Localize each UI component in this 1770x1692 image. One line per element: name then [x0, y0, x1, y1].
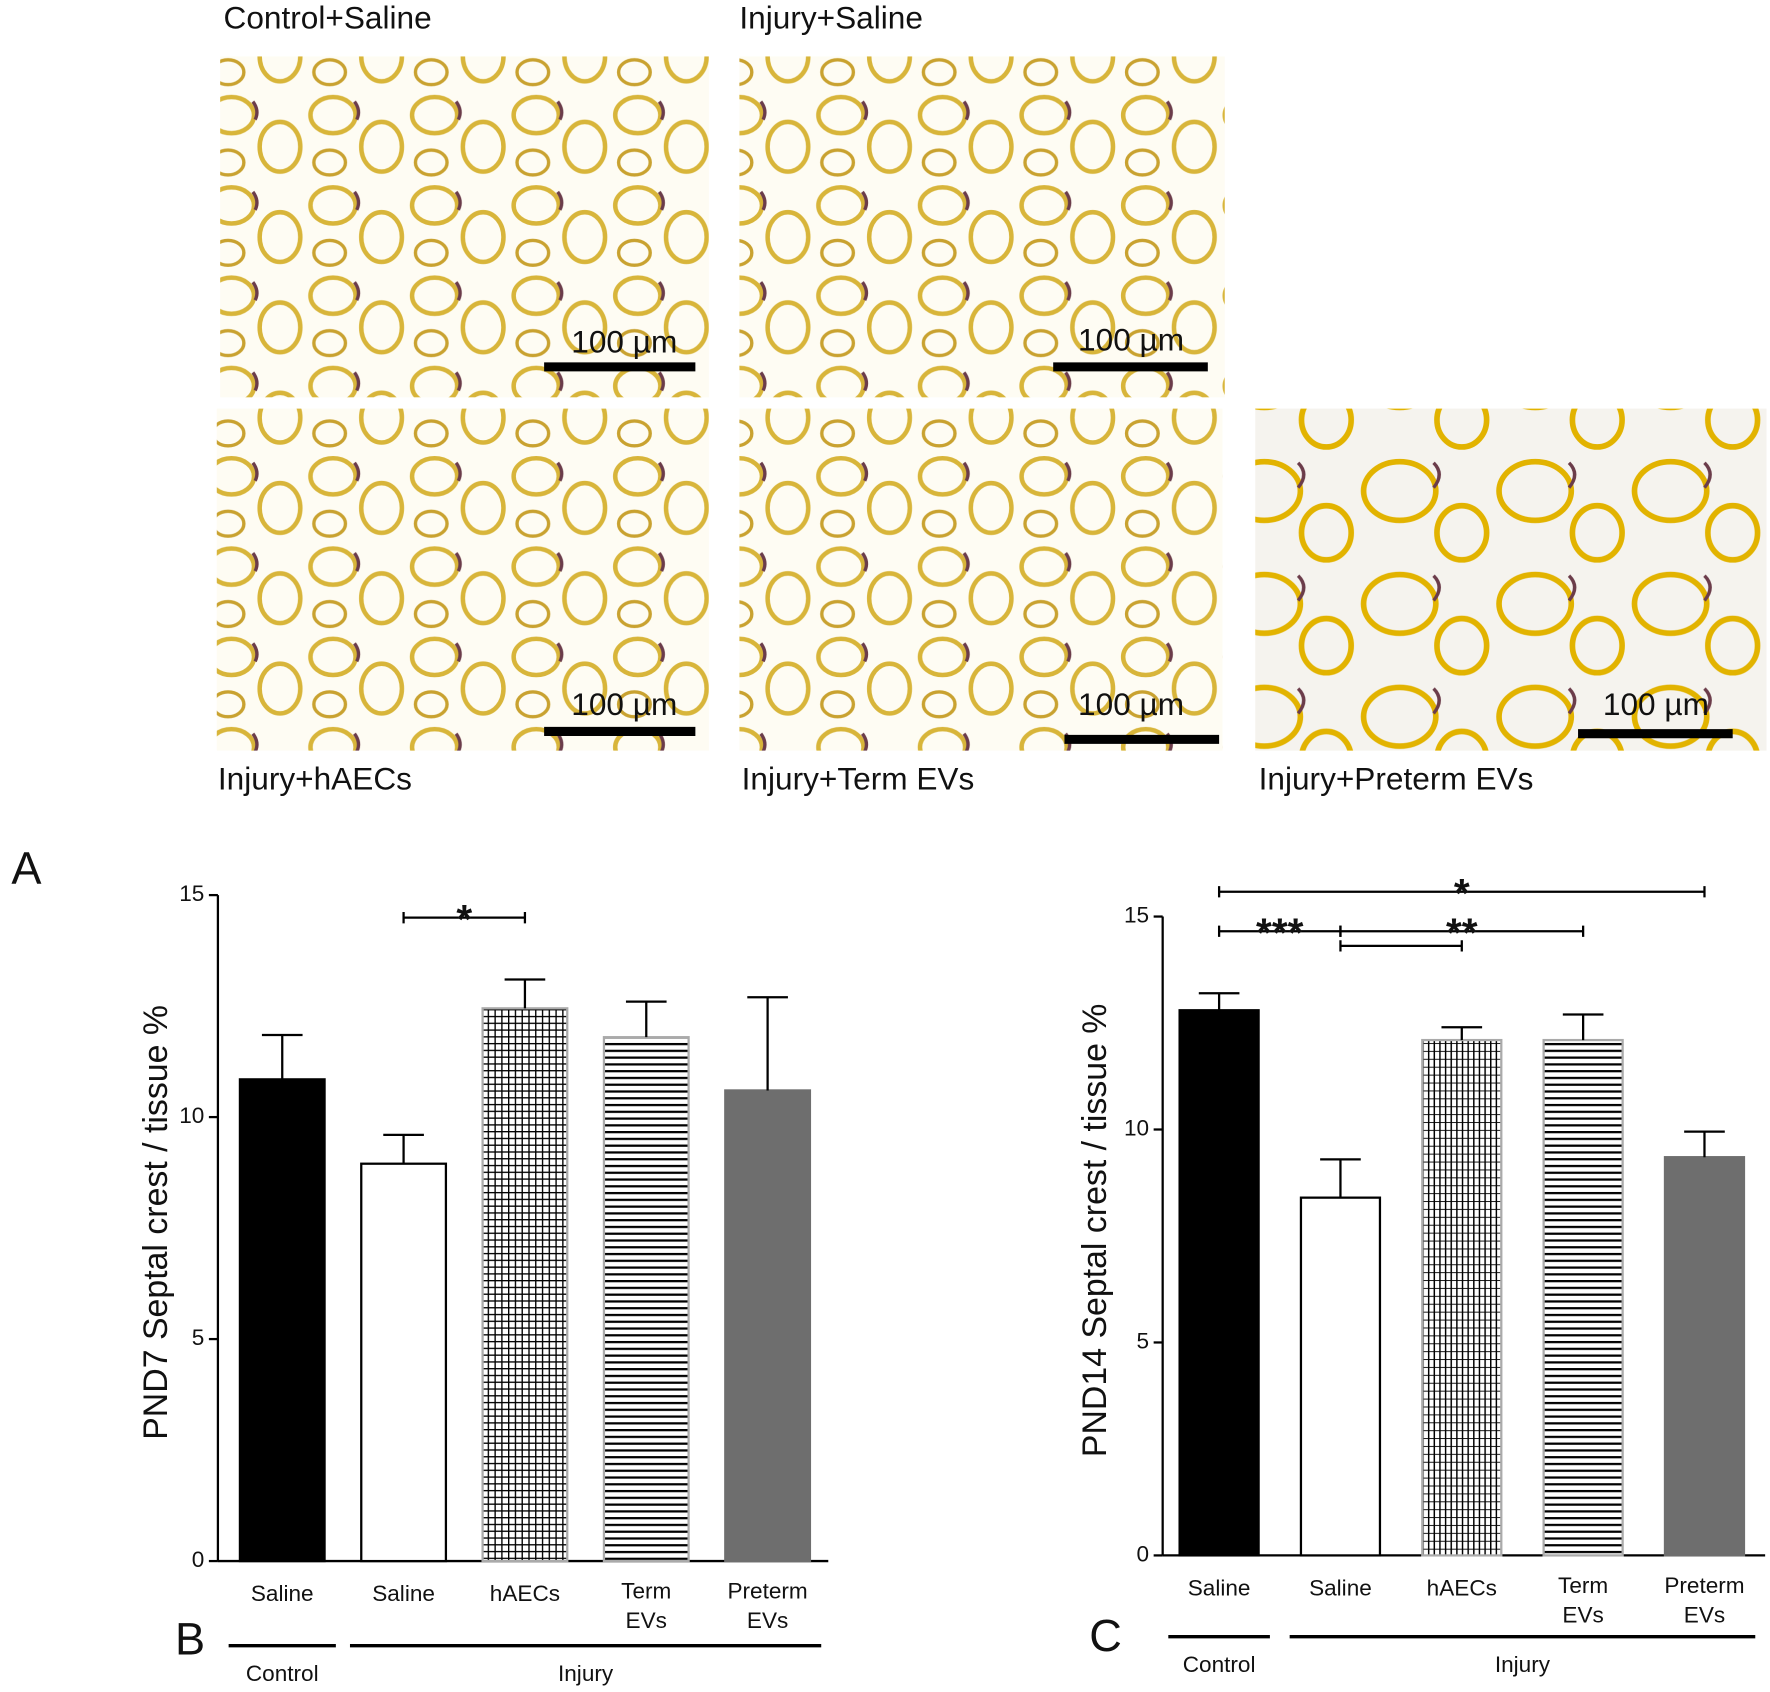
y-tick-label: 5 — [1137, 1328, 1150, 1353]
x-tick-label: Saline — [251, 1581, 314, 1606]
y-tick-label: 15 — [1124, 903, 1149, 928]
bar — [724, 1089, 812, 1563]
group-label: Injury — [558, 1661, 614, 1686]
bar — [1542, 1038, 1624, 1557]
x-tick-label: Saline — [1188, 1575, 1251, 1600]
micrograph-label: Control+Saline — [224, 0, 432, 36]
bar — [360, 1162, 448, 1563]
significance-bracket — [402, 912, 527, 924]
panel-letter: C — [1089, 1610, 1122, 1661]
x-tick-label: Saline — [372, 1581, 435, 1606]
error-bar — [504, 978, 546, 1009]
x-tick-label: Preterm EVs — [1664, 1573, 1744, 1627]
error-bar — [1562, 1013, 1604, 1041]
bar — [1178, 1009, 1260, 1557]
significance-bracket — [1217, 886, 1706, 898]
significance-label: * — [1454, 870, 1470, 916]
micrograph — [739, 56, 1225, 398]
bar — [602, 1036, 690, 1563]
micrograph — [220, 56, 709, 398]
significance-bracket — [1339, 940, 1463, 952]
scale-bar-label: 100 µm — [1078, 686, 1184, 722]
group-label: Control — [246, 1661, 319, 1686]
micrograph — [739, 408, 1223, 751]
micrograph — [216, 408, 709, 751]
bar — [1663, 1156, 1746, 1557]
y-axis-label: PND14 Septal crest / tissue % — [1076, 1004, 1114, 1458]
y-tick-label: 0 — [192, 1547, 205, 1572]
error-bar — [747, 996, 788, 1091]
error-bar — [261, 1033, 303, 1080]
micrograph-label: Injury+Preterm EVs — [1259, 760, 1534, 796]
micrograph — [1255, 408, 1767, 751]
y-tick-label: 10 — [1124, 1115, 1149, 1140]
micrograph-label: Injury+hAECs — [218, 760, 412, 796]
error-bar — [1684, 1130, 1725, 1158]
x-tick-label: Term EVs — [1558, 1573, 1608, 1627]
bar — [1421, 1038, 1503, 1557]
x-tick-label: Term EVs — [621, 1579, 671, 1633]
error-bar — [1441, 1026, 1483, 1041]
x-tick-label: hAECs — [1427, 1575, 1497, 1600]
significance-bracket — [1339, 925, 1585, 937]
significance-label: *** — [1256, 909, 1304, 955]
bar — [481, 1007, 569, 1563]
scale-bar-label: 100 µm — [571, 686, 677, 722]
y-axis-label: PND7 Septal crest / tissue % — [137, 1005, 175, 1440]
error-bar — [1198, 992, 1240, 1011]
panel-letter: A — [11, 842, 42, 893]
y-tick-label: 10 — [179, 1103, 204, 1128]
scale-bar-label: 100 µm — [1603, 686, 1709, 722]
scale-bar-label: 100 µm — [571, 324, 677, 360]
group-label: Control — [1183, 1652, 1256, 1677]
bar — [238, 1078, 326, 1563]
bar — [1299, 1196, 1382, 1557]
scale-bar-label: 100 µm — [1078, 321, 1184, 357]
micrograph-label: Injury+Term EVs — [742, 760, 975, 796]
x-tick-label: Saline — [1309, 1575, 1372, 1600]
group-label: Injury — [1495, 1652, 1551, 1677]
error-bar — [1320, 1158, 1361, 1198]
error-bar — [625, 1000, 667, 1038]
panel-letter: B — [175, 1613, 205, 1664]
error-bar — [383, 1133, 424, 1164]
x-tick-label: Preterm EVs — [727, 1579, 807, 1633]
y-tick-label: 0 — [1137, 1541, 1150, 1566]
significance-label: * — [456, 896, 472, 942]
y-tick-label: 15 — [179, 881, 204, 906]
y-tick-label: 5 — [192, 1325, 205, 1350]
x-tick-label: hAECs — [490, 1581, 560, 1606]
micrograph-label: Injury+Saline — [739, 0, 923, 36]
